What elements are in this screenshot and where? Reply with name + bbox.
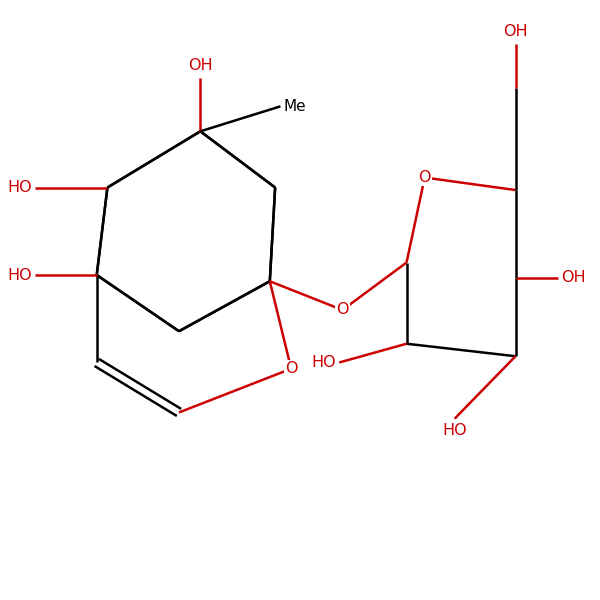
Text: HO: HO [7,268,32,283]
Text: O: O [336,302,349,317]
Text: HO: HO [311,355,336,370]
Text: O: O [418,170,431,185]
Text: OH: OH [503,24,528,39]
Text: HO: HO [7,180,32,195]
Text: OH: OH [561,270,586,285]
Text: O: O [285,361,298,376]
Text: OH: OH [188,58,212,73]
Text: Me: Me [283,99,306,114]
Text: HO: HO [442,424,467,439]
